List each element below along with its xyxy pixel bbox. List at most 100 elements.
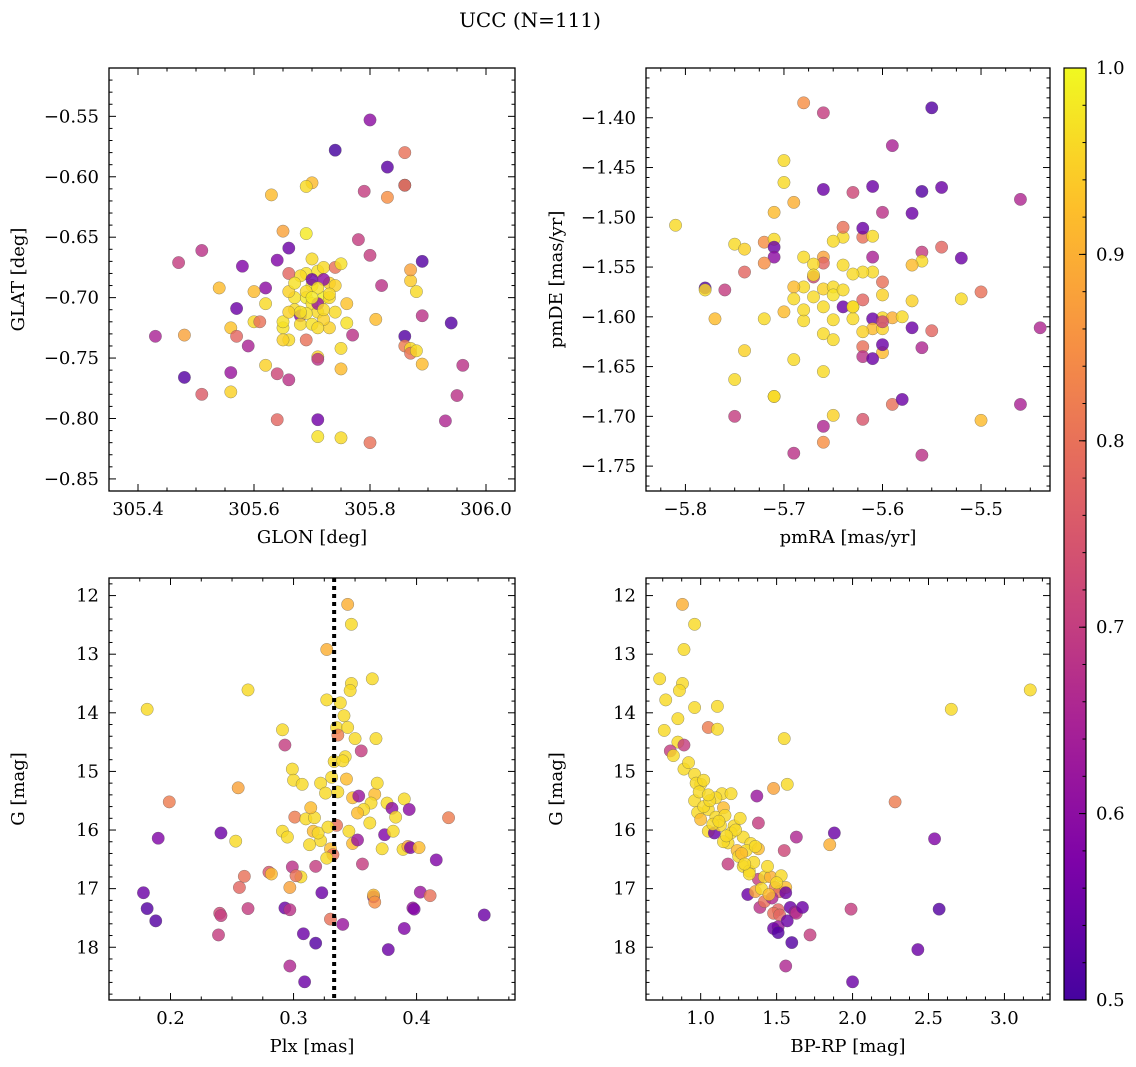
data-point [682, 756, 695, 770]
data-point [315, 886, 329, 900]
data-point [444, 316, 458, 330]
data-point [351, 806, 364, 820]
data-point [856, 325, 870, 339]
axes-frame [645, 577, 1051, 1001]
data-point [762, 888, 776, 901]
y-tick-label: 14 [76, 703, 99, 724]
data-point [836, 220, 850, 234]
data-point [728, 409, 742, 423]
colorbar: 0.5 0.6 0.7 0.8 0.9 1.0 [1063, 58, 1125, 1011]
data-point [750, 789, 764, 803]
data-point [797, 96, 811, 110]
data-point [259, 281, 273, 295]
data-point [657, 723, 671, 737]
data-point [298, 975, 312, 989]
data-point [311, 430, 325, 444]
data-point [720, 829, 733, 843]
data-point [283, 881, 297, 894]
data-point [925, 101, 939, 115]
data-point [259, 358, 273, 372]
data-point [309, 936, 323, 950]
data-point [935, 180, 949, 194]
data-point [311, 413, 325, 427]
y-tick-label: 15 [613, 761, 636, 782]
data-point [232, 881, 246, 894]
data-point [477, 908, 491, 922]
data-point [348, 732, 362, 746]
data-point [771, 926, 785, 940]
panel-plx-g: 0.2 0.3 0.4 12 13 14 15 16 17 18 Plx [mas] G [mag] [8, 577, 516, 1057]
y-tick-label: −1.70 [581, 406, 636, 427]
data-point [823, 838, 837, 852]
y-tick-label: 17 [613, 879, 636, 900]
data-point [797, 314, 811, 328]
data-point [342, 824, 356, 838]
data-point [365, 672, 379, 686]
data-point [282, 305, 296, 319]
data-point [688, 701, 702, 714]
data-point [276, 333, 290, 347]
data-point [777, 844, 791, 857]
data-point [844, 902, 858, 916]
axes-frame [645, 67, 1051, 492]
data-point [241, 902, 255, 916]
y-tick-label: 16 [613, 820, 636, 841]
data-point [876, 338, 889, 352]
data-point [836, 258, 850, 272]
x-tick-label: 0.2 [156, 1008, 185, 1029]
data-point [259, 297, 273, 311]
data-point [276, 315, 290, 329]
data-point [288, 810, 302, 824]
data-point [816, 182, 830, 196]
data-point [177, 370, 191, 384]
data-point [412, 841, 426, 855]
data-point [1013, 192, 1027, 206]
x-tick-label: −5.6 [861, 499, 905, 520]
data-point [322, 287, 336, 301]
scatter-points [653, 597, 1037, 989]
data-point [346, 328, 360, 342]
y-tick-label: 18 [613, 937, 636, 958]
data-point [341, 597, 355, 611]
data-point [149, 914, 163, 928]
data-point [450, 389, 464, 402]
data-point [336, 917, 350, 931]
data-point [954, 251, 968, 265]
scatter-points [148, 113, 470, 450]
data-point [402, 803, 416, 816]
data-point [276, 224, 290, 238]
data-point [340, 772, 353, 786]
data-point [797, 303, 811, 317]
data-point [235, 259, 249, 273]
data-point [305, 252, 319, 266]
data-point [905, 206, 919, 220]
data-point [777, 305, 791, 319]
data-point [229, 834, 243, 848]
y-tick-label: 12 [76, 586, 99, 607]
data-point [282, 373, 296, 387]
data-point [381, 943, 395, 957]
data-point [328, 305, 342, 319]
data-point [343, 684, 357, 697]
data-point [195, 244, 209, 257]
colorbar-tick-label: 1.0 [1096, 58, 1125, 79]
data-point [212, 281, 226, 295]
data-point [311, 352, 325, 366]
x-tick-label: 3.0 [990, 1008, 1019, 1029]
data-point [320, 693, 334, 707]
data-point [415, 254, 429, 268]
data-point [932, 902, 946, 916]
data-point [375, 842, 389, 856]
data-point [151, 831, 165, 845]
panels: 305.4 305.6 305.8 306.0 −0.85 −0.80 −0.75 −0.70… [8, 67, 1051, 1057]
data-point [697, 773, 711, 787]
panel-glon-glat: 305.4 305.6 305.8 306.0 −0.85 −0.80 −0.75 −0.70… [8, 67, 516, 548]
data-point [283, 959, 297, 973]
data-point [369, 312, 383, 326]
x-tick-label: 0.3 [279, 1008, 308, 1029]
data-point [826, 313, 840, 327]
data-point [389, 810, 403, 824]
data-point [340, 316, 354, 330]
y-tick-label: 15 [76, 761, 99, 782]
data-point [846, 975, 860, 989]
